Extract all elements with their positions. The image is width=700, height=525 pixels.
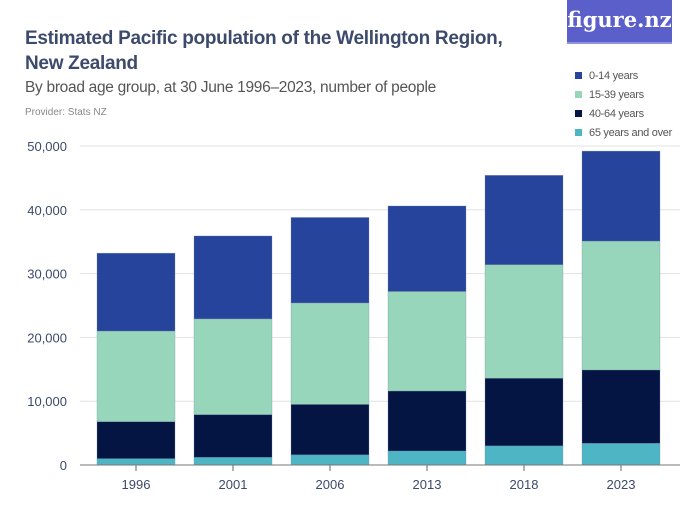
legend-swatch	[575, 110, 582, 117]
bar-segment	[581, 240, 661, 371]
legend-item: 65 years and over	[575, 123, 672, 142]
bar-segment	[290, 404, 370, 456]
legend-item: 0-14 years	[575, 66, 672, 85]
bar-segment	[387, 291, 467, 392]
x-tick-label: 2006	[316, 477, 345, 492]
legend-item: 40-64 years	[575, 104, 672, 123]
provider: Provider: Stats NZ	[25, 107, 107, 118]
bar-segment	[484, 175, 564, 265]
y-tick-label: 0	[60, 458, 67, 473]
bar-segment	[484, 264, 564, 379]
y-tick-label: 20,000	[27, 330, 67, 345]
bar-segment	[387, 205, 467, 292]
figure-nz-logo[interactable]: figure.nz	[567, 0, 672, 44]
bar-segment	[193, 414, 273, 458]
chart-title: Estimated Pacific population of the Well…	[25, 28, 503, 74]
legend-label: 65 years and over	[589, 126, 672, 139]
bar-segment	[193, 318, 273, 415]
bar-segment	[96, 421, 176, 459]
x-tick-label: 2018	[510, 477, 539, 492]
bar-segment	[290, 454, 370, 466]
bar-segment	[581, 150, 661, 242]
bar-segment	[387, 390, 467, 452]
legend-swatch	[575, 129, 582, 136]
bar-segment	[484, 377, 564, 447]
legend-label: 40-64 years	[589, 107, 644, 120]
bar-segment	[290, 302, 370, 405]
legend-swatch	[575, 91, 582, 98]
legend-swatch	[575, 72, 582, 79]
bar-segment	[484, 445, 564, 466]
y-tick-label: 40,000	[27, 203, 67, 218]
bar-segment	[581, 443, 661, 466]
bar-segment	[193, 235, 273, 320]
bar-segment	[387, 450, 467, 466]
bar-segment	[96, 330, 176, 422]
y-tick-label: 50,000	[27, 139, 67, 154]
chart-subtitle: By broad age group, at 30 June 1996–2023…	[25, 79, 436, 96]
y-tick-label: 10,000	[27, 394, 67, 409]
legend-item: 15-39 years	[575, 85, 672, 104]
x-tick-label: 2001	[219, 477, 248, 492]
bar-segment	[581, 369, 661, 444]
bar-segment	[193, 457, 273, 466]
bar-segment	[96, 458, 176, 466]
x-tick-label: 1996	[122, 477, 151, 492]
bar-segment	[96, 252, 176, 332]
legend-label: 0-14 years	[589, 69, 638, 82]
x-tick-label: 2013	[413, 477, 442, 492]
y-tick-label: 30,000	[27, 267, 67, 282]
legend: 0-14 years 15-39 years 40-64 years 65 years…	[575, 66, 672, 142]
bar-segment	[290, 217, 370, 304]
x-tick-label: 2023	[607, 477, 636, 492]
legend-label: 15-39 years	[589, 88, 644, 101]
